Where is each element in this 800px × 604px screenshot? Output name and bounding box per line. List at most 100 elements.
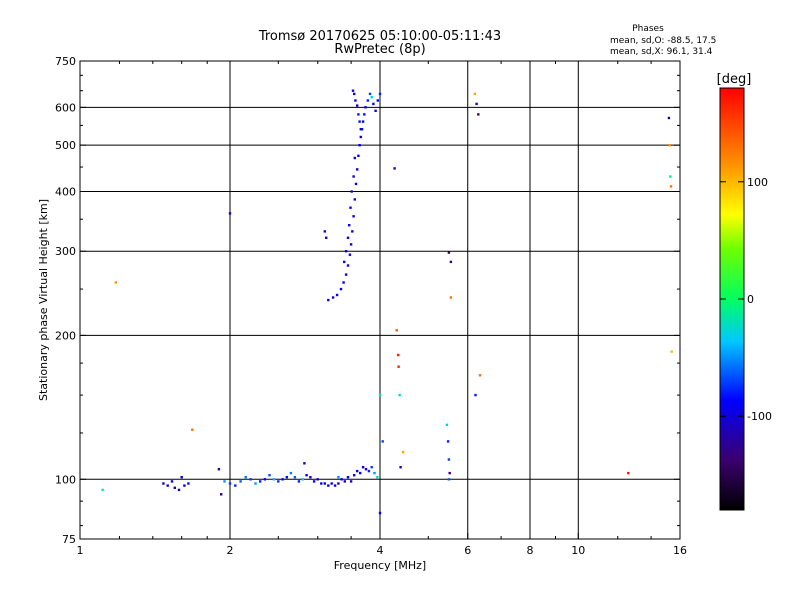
data-point bbox=[359, 471, 362, 475]
y-tick-label: 750 bbox=[55, 55, 76, 68]
data-point bbox=[356, 168, 359, 171]
data-point bbox=[346, 476, 350, 479]
data-point bbox=[627, 471, 630, 475]
data-point bbox=[312, 480, 316, 483]
data-point bbox=[177, 488, 181, 492]
data-point bbox=[335, 293, 339, 297]
data-point bbox=[474, 393, 477, 397]
data-point bbox=[368, 92, 372, 96]
data-point bbox=[358, 144, 361, 147]
data-point bbox=[234, 484, 237, 487]
data-point bbox=[372, 102, 375, 106]
data-point bbox=[170, 480, 174, 483]
colorbar-tick-label: 0 bbox=[747, 293, 754, 306]
data-point bbox=[285, 476, 288, 479]
data-point bbox=[301, 478, 304, 481]
data-point bbox=[445, 423, 449, 426]
data-point bbox=[669, 175, 672, 178]
data-point bbox=[166, 484, 169, 487]
data-point bbox=[397, 365, 400, 368]
data-point bbox=[344, 273, 348, 276]
data-point bbox=[353, 198, 356, 201]
data-point bbox=[340, 478, 343, 481]
data-point bbox=[473, 92, 476, 96]
data-point bbox=[370, 96, 373, 99]
x-axis-label: Frequency [MHz] bbox=[334, 559, 426, 572]
data-point bbox=[401, 450, 405, 454]
data-point bbox=[327, 298, 330, 302]
data-point bbox=[228, 482, 232, 485]
data-point bbox=[217, 468, 221, 471]
data-point bbox=[376, 476, 379, 479]
x-axis-ticks: 1 2 4 6 8 10 16 bbox=[77, 61, 687, 557]
data-point bbox=[447, 478, 451, 481]
x-tick-label: 2 bbox=[227, 544, 234, 557]
data-point bbox=[344, 250, 348, 253]
data-point bbox=[191, 428, 194, 431]
data-point bbox=[395, 329, 398, 332]
data-point bbox=[353, 92, 356, 96]
data-point bbox=[297, 480, 301, 483]
data-point bbox=[364, 468, 368, 471]
phases-o-stats: mean, sd,O: -88.5, 17.5 bbox=[610, 36, 716, 46]
phases-heading: Phases bbox=[632, 24, 664, 34]
colorbar-tick-label: 100 bbox=[747, 176, 768, 189]
chart-title: Tromsø 20170625 05:10:00-05:11:43 bbox=[258, 29, 501, 44]
data-point bbox=[356, 104, 359, 107]
data-point bbox=[669, 185, 673, 188]
data-point bbox=[378, 92, 382, 96]
data-point bbox=[449, 296, 453, 299]
data-point bbox=[398, 393, 401, 397]
data-point bbox=[289, 471, 293, 475]
data-point bbox=[353, 474, 356, 477]
data-point bbox=[330, 482, 333, 485]
data-point bbox=[478, 374, 482, 377]
data-point bbox=[293, 476, 297, 479]
data-point bbox=[349, 243, 353, 246]
data-point bbox=[376, 99, 379, 102]
data-point bbox=[357, 154, 360, 157]
data-point bbox=[303, 462, 306, 465]
data-point bbox=[361, 466, 365, 469]
data-point bbox=[259, 480, 262, 483]
data-point bbox=[346, 236, 350, 239]
data-point bbox=[668, 144, 671, 147]
data-point bbox=[325, 236, 328, 239]
data-point bbox=[378, 393, 382, 397]
data-point bbox=[281, 478, 284, 481]
data-point bbox=[228, 212, 232, 215]
data-point bbox=[173, 486, 176, 489]
data-point bbox=[323, 482, 326, 485]
chart-subtitle: RwPretec (8p) bbox=[334, 42, 425, 57]
grid-lines bbox=[80, 61, 680, 539]
data-point bbox=[378, 511, 382, 515]
data-point bbox=[475, 102, 478, 106]
data-point bbox=[346, 264, 350, 267]
data-point bbox=[316, 478, 319, 481]
data-point bbox=[397, 353, 400, 357]
data-point bbox=[399, 466, 402, 469]
data-point bbox=[337, 476, 340, 479]
y-axis-ticks: 75 100 200 300 400 500 600 750 bbox=[55, 55, 680, 546]
y-tick-label: 400 bbox=[55, 185, 76, 198]
data-point bbox=[364, 106, 367, 109]
echo-points bbox=[101, 89, 673, 515]
y-tick-label: 200 bbox=[55, 329, 76, 342]
data-point bbox=[670, 350, 673, 353]
data-point bbox=[180, 476, 183, 479]
data-point bbox=[667, 116, 671, 120]
data-point bbox=[447, 458, 451, 461]
data-point bbox=[343, 480, 346, 483]
data-point bbox=[244, 476, 247, 479]
data-point bbox=[348, 224, 351, 227]
data-point bbox=[363, 113, 366, 116]
data-point bbox=[446, 440, 450, 443]
data-point bbox=[447, 251, 451, 254]
x-tick-label: 16 bbox=[673, 544, 687, 557]
data-point bbox=[327, 484, 330, 487]
data-point bbox=[351, 230, 354, 233]
data-point bbox=[367, 469, 371, 473]
y-tick-label: 500 bbox=[55, 139, 76, 152]
data-point bbox=[356, 469, 359, 473]
data-point bbox=[352, 215, 355, 218]
